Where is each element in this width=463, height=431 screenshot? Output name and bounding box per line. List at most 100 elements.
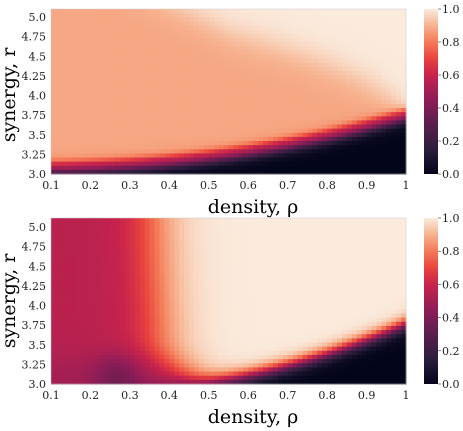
heatmap-cell bbox=[105, 116, 111, 121]
heatmap-cell bbox=[223, 255, 229, 260]
heatmap-cell bbox=[272, 149, 279, 154]
heatmap-cell bbox=[60, 124, 67, 130]
heatmap-cell bbox=[282, 161, 289, 167]
heatmap-cell bbox=[139, 346, 146, 352]
heatmap-cell bbox=[386, 124, 392, 130]
heatmap-cell bbox=[332, 91, 338, 97]
heatmap-cell bbox=[110, 169, 116, 175]
heatmap-cell bbox=[105, 222, 111, 227]
heatmap-cell bbox=[297, 363, 303, 368]
heatmap-cell bbox=[169, 242, 175, 248]
heatmap-cell bbox=[233, 280, 239, 285]
heatmap-cell bbox=[258, 153, 264, 159]
heatmap-cell bbox=[322, 141, 328, 146]
heatmap-cell bbox=[110, 234, 116, 240]
heatmap-cell bbox=[322, 169, 328, 175]
heatmap-cell bbox=[263, 116, 269, 121]
heatmap-cell bbox=[85, 33, 91, 39]
heatmap-cell bbox=[134, 54, 141, 60]
heatmap-cell bbox=[376, 66, 382, 72]
heatmap-cell bbox=[115, 375, 121, 381]
heatmap-cell bbox=[124, 149, 131, 154]
heatmap-cell bbox=[193, 9, 200, 14]
heatmap-cell bbox=[95, 116, 101, 121]
heatmap-cell bbox=[351, 21, 358, 27]
heatmap-cell bbox=[60, 313, 67, 319]
heatmap-cell bbox=[144, 66, 151, 72]
heatmap-cell bbox=[223, 165, 229, 171]
heatmap-cell bbox=[95, 91, 101, 97]
heatmap-cell bbox=[124, 234, 131, 240]
heatmap-cell bbox=[105, 313, 111, 319]
heatmap-cell bbox=[258, 301, 264, 306]
heatmap-cell bbox=[51, 325, 57, 331]
heatmap-cell bbox=[208, 309, 215, 314]
heatmap-cell bbox=[90, 247, 96, 252]
heatmap-cell bbox=[263, 13, 269, 18]
heatmap-cell bbox=[100, 103, 106, 109]
heatmap-cell bbox=[336, 70, 343, 76]
heatmap-cell bbox=[346, 91, 353, 97]
heatmap-cell bbox=[85, 103, 91, 109]
heatmap-cell bbox=[218, 58, 225, 64]
heatmap-cell bbox=[312, 54, 318, 60]
heatmap-cell bbox=[302, 271, 308, 277]
heatmap-cell bbox=[144, 99, 151, 105]
heatmap-cell bbox=[164, 13, 170, 18]
heatmap-cell bbox=[65, 13, 72, 18]
heatmap-cell bbox=[277, 305, 284, 310]
heatmap-cell bbox=[120, 9, 126, 14]
heatmap-cell bbox=[253, 13, 259, 18]
heatmap-cell bbox=[203, 330, 210, 335]
heatmap-cell bbox=[346, 46, 353, 51]
heatmap-cell bbox=[100, 75, 106, 80]
heatmap-cell bbox=[193, 141, 200, 146]
heatmap-cell bbox=[184, 136, 190, 142]
heatmap-cell bbox=[115, 325, 121, 331]
heatmap-cell bbox=[282, 292, 289, 298]
heatmap-cell bbox=[287, 91, 294, 97]
heatmap-cell bbox=[297, 128, 303, 134]
heatmap-cell bbox=[193, 222, 200, 227]
heatmap-cell bbox=[124, 247, 131, 252]
heatmap-cell bbox=[233, 50, 239, 55]
heatmap-cell bbox=[139, 271, 146, 277]
heatmap-cell bbox=[174, 128, 180, 134]
heatmap-cell bbox=[376, 103, 382, 109]
heatmap-cell bbox=[100, 325, 106, 331]
heatmap-cell bbox=[272, 363, 279, 368]
heatmap-cell bbox=[193, 25, 200, 31]
heatmap-cell bbox=[248, 108, 254, 113]
heatmap-cell bbox=[248, 338, 254, 343]
heatmap-cell bbox=[386, 17, 392, 22]
heatmap-cell bbox=[139, 99, 146, 105]
heatmap-cell bbox=[179, 25, 185, 31]
heatmap-cell bbox=[70, 263, 77, 269]
heatmap-cell bbox=[386, 99, 392, 105]
heatmap-cell bbox=[95, 46, 101, 51]
heatmap-cell bbox=[287, 259, 294, 265]
heatmap-cell bbox=[154, 292, 160, 298]
heatmap-cell bbox=[282, 108, 289, 113]
heatmap-cell bbox=[198, 116, 205, 121]
heatmap-cell bbox=[346, 13, 353, 18]
heatmap-cell bbox=[297, 342, 303, 348]
heatmap-cell bbox=[272, 346, 279, 352]
heatmap-cell bbox=[95, 309, 101, 314]
heatmap-cell bbox=[391, 99, 397, 105]
heatmap-cell bbox=[277, 62, 284, 68]
heatmap-cell bbox=[297, 112, 303, 117]
heatmap-cell bbox=[198, 17, 205, 22]
heatmap-cell bbox=[391, 50, 397, 55]
heatmap-cell bbox=[189, 62, 195, 68]
heatmap-cell bbox=[115, 280, 121, 285]
heatmap-cell bbox=[277, 99, 284, 105]
heatmap-cell bbox=[105, 292, 111, 298]
heatmap-cell bbox=[277, 95, 284, 101]
heatmap-cell bbox=[327, 149, 333, 154]
heatmap-cell bbox=[203, 149, 210, 154]
heatmap-cell bbox=[124, 124, 131, 130]
heatmap-cell bbox=[55, 280, 62, 285]
heatmap-cell bbox=[115, 124, 121, 130]
heatmap-cell bbox=[95, 334, 101, 339]
